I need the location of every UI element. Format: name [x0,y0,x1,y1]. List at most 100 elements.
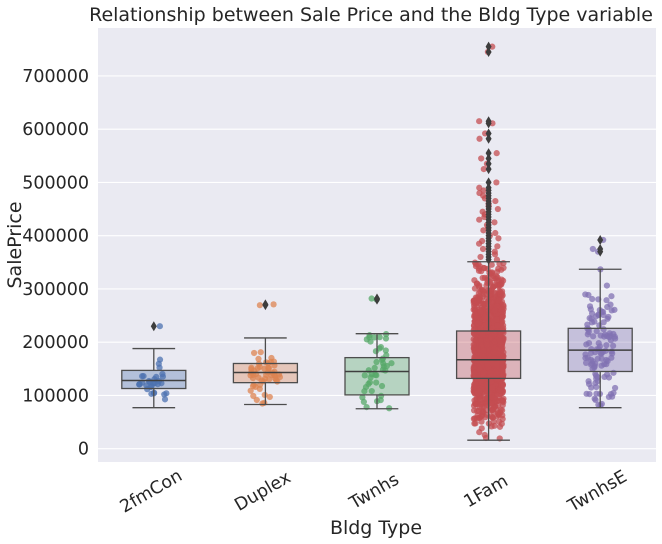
strip-point [584,331,591,338]
strip-point [587,306,594,313]
strip-point [491,282,498,289]
strip-point [604,303,611,311]
strip-point [474,320,482,327]
strip-point [253,396,260,404]
strip-point [491,346,498,353]
strip-point [609,350,616,357]
strip-point [596,322,603,329]
strip-point [489,406,496,413]
strip-point [605,374,613,381]
strip-point [586,391,593,398]
strip-point [478,155,485,162]
strip-point [499,402,506,409]
y-ticks: 0 100000 200000 300000 400000 500000 600000 700… [22,67,89,460]
strip-point [589,365,596,373]
x-tick-label: 2fmCon [117,466,186,518]
strip-point [491,248,498,255]
strip-point [594,377,601,385]
strip-point [479,274,486,282]
strip-points [136,43,619,442]
plot-background [98,28,656,462]
strip-point [361,388,368,395]
strip-point [492,229,499,237]
strip-point [483,341,491,348]
boxes [121,41,633,441]
outlier-marker [262,299,269,310]
strip-point [479,331,486,338]
strip-point [372,371,379,378]
strip-point [498,276,505,283]
strip-point [500,363,507,370]
strip-point [373,358,380,366]
strip-point [495,235,502,242]
outlier-marker [485,164,492,175]
strip-point [481,313,489,321]
strip-point [589,295,596,303]
x-ticks: 2fmCon Duplex Twnhs 1Fam TwnhsE [117,466,631,518]
x-tick-label: 1Fam [461,471,512,512]
strip-point [158,380,165,387]
strip-point [600,326,607,333]
strip-point [499,292,506,299]
strip-point [588,360,596,367]
strip-point [495,402,502,409]
y-tick-label: 700000 [22,67,89,87]
strip-point [368,387,375,395]
strip-point [372,348,380,355]
strip-point [608,393,616,400]
strip-point [266,376,273,383]
strip-point [382,347,389,354]
strip-point [493,371,500,378]
outlier-marker [150,321,157,332]
outlier-marker [597,243,604,254]
strip-point [471,285,478,292]
strip-point [597,350,605,357]
outlier-marker [485,153,492,164]
strip-point [476,403,483,411]
strip-point [493,316,500,323]
strip-point [489,414,496,421]
strip-point [270,301,277,308]
strip-point [608,293,615,300]
strip-point [476,135,483,142]
box [344,356,410,396]
outlier-marker [485,46,492,57]
outlier-marker [485,41,492,52]
strip-point [471,384,478,391]
strip-point [611,306,618,313]
strip-point [140,373,147,380]
strip-point [473,415,481,422]
strip-point [498,344,505,351]
strip-point [476,216,483,223]
strip-point [493,361,500,368]
strip-point [490,296,497,303]
strip-point [471,354,478,361]
strip-point [489,384,496,391]
strip-point [480,227,487,234]
x-tick-label: Duplex [231,468,294,516]
strip-point [488,270,496,277]
strip-point [593,328,600,335]
strip-point [603,297,610,304]
strip-point [497,332,504,339]
outlier-marker [485,182,492,193]
strip-point [388,360,395,367]
strip-point [472,420,479,427]
y-tick-label: 600000 [22,120,89,140]
strip-point [477,253,484,261]
strip-point [376,334,383,341]
strip-point [470,369,478,376]
strip-point [488,332,495,339]
strip-point [491,338,499,345]
strip-point [585,378,592,385]
strip-point [600,319,607,326]
strip-point [499,397,506,404]
strip-point [583,359,590,367]
y-tick-label: 500000 [22,173,89,193]
strip-point [592,396,599,404]
strip-point [380,360,387,367]
strip-point [500,259,507,267]
strip-point [476,429,483,436]
strip-point [597,332,604,339]
